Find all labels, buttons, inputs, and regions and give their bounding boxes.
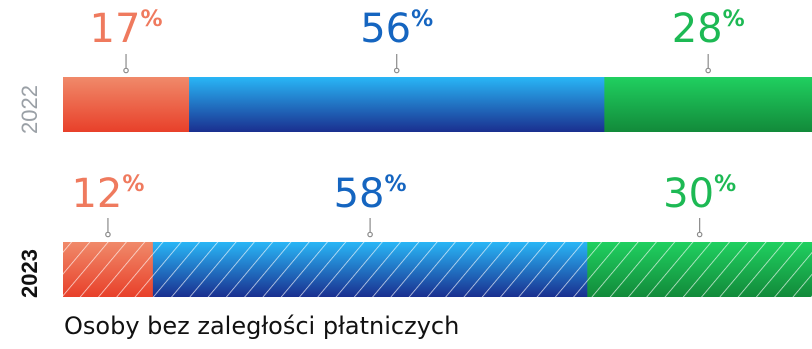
bar-hatch-2023-2: [587, 242, 812, 297]
bar-segment-2022-0: [63, 77, 190, 132]
label-connector-dot-2023-0: [105, 231, 111, 238]
year-label-2023: 2023: [17, 249, 42, 298]
data-label-2023-1: 58%: [334, 171, 407, 217]
label-connector-dot-2022-1: [393, 67, 400, 74]
label-connector-dot-2023-1: [367, 231, 373, 238]
label-connector-dot-2022-0: [123, 67, 129, 74]
bar-segment-2022-2: [604, 77, 812, 132]
bar-hatch-2023-0: [63, 242, 154, 297]
label-connector-dot-2022-2: [705, 67, 711, 74]
data-label-2023-2: 30%: [663, 171, 736, 217]
data-label-2022-0: 17%: [90, 6, 163, 52]
data-label-2022-1: 56%: [360, 6, 433, 52]
label-connector-dot-2023-2: [696, 231, 703, 238]
data-label-2022-2: 28%: [672, 6, 745, 52]
data-label-2023-0: 12%: [71, 171, 144, 217]
chart-caption: Osoby bez zaległości płatniczych: [64, 312, 460, 340]
bar-segment-2022-1: [189, 77, 605, 132]
bar-hatch-2023-1: [152, 242, 588, 297]
year-label-2022: 2022: [17, 85, 42, 134]
